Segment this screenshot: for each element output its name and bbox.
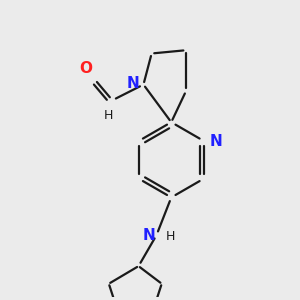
Text: H: H — [104, 110, 113, 122]
Text: N: N — [210, 134, 223, 148]
Text: H: H — [166, 230, 175, 243]
Text: N: N — [142, 228, 155, 243]
Text: O: O — [79, 61, 92, 76]
Text: N: N — [127, 76, 140, 92]
